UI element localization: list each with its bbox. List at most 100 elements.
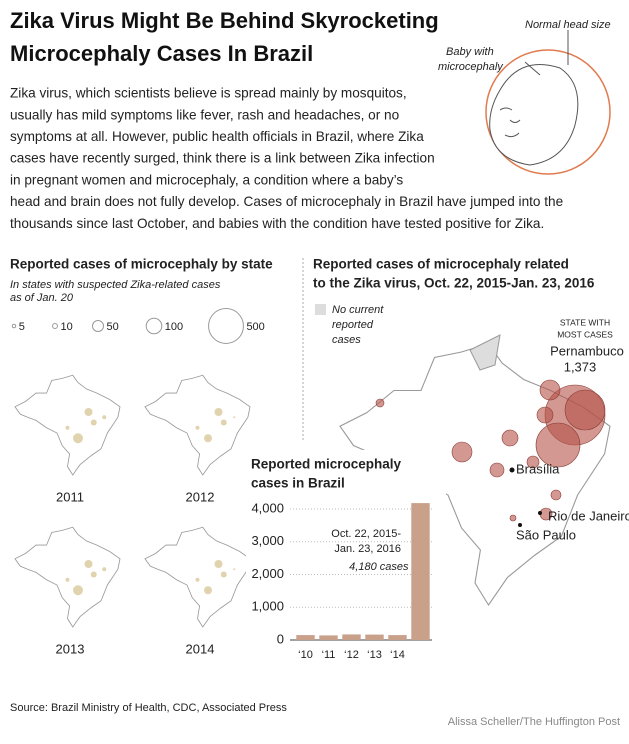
zika-map bbox=[338, 334, 612, 607]
state-bubble bbox=[102, 415, 107, 420]
illustration bbox=[485, 30, 611, 175]
size-circle bbox=[208, 308, 244, 344]
size-circle bbox=[52, 323, 58, 329]
size-legend: 5 10 50 100 500 bbox=[11, 308, 265, 344]
state-bubble bbox=[65, 577, 70, 582]
state-bubble bbox=[65, 425, 70, 430]
state-bubble bbox=[489, 462, 505, 478]
intro-line: in pregnant women and microcephaly, a co… bbox=[10, 172, 403, 187]
map-annotation: MOST CASES bbox=[557, 329, 613, 339]
year-label: 2014 bbox=[186, 641, 215, 656]
state-bubble bbox=[84, 560, 93, 568]
size-label: 10 bbox=[60, 321, 72, 333]
intro-line: cases have recently surged, think there … bbox=[10, 151, 435, 166]
x-tick-label: ‘11 bbox=[322, 649, 336, 661]
bar bbox=[296, 635, 315, 640]
panel-title: Reported cases of microcephaly related bbox=[313, 257, 569, 272]
value-label: 4,180 cases bbox=[349, 561, 409, 573]
state-bubble bbox=[526, 455, 540, 469]
city-dot bbox=[518, 523, 522, 527]
state-bubble bbox=[73, 433, 83, 444]
x-tick-label: ‘14 bbox=[390, 649, 405, 661]
bar bbox=[411, 503, 430, 640]
legend-label: cases bbox=[332, 334, 361, 346]
source: Source: Brazil Ministry of Health, CDC, … bbox=[10, 702, 287, 714]
city-dot bbox=[538, 511, 542, 515]
y-tick-label: 3,000 bbox=[251, 533, 284, 548]
small-map bbox=[14, 374, 121, 476]
bar bbox=[319, 635, 338, 640]
y-tick-label: 2,000 bbox=[251, 566, 284, 581]
bar bbox=[342, 634, 361, 640]
size-label: 100 bbox=[165, 321, 183, 333]
chart-title: cases in Brazil bbox=[251, 476, 345, 491]
baby-face bbox=[499, 107, 521, 138]
bar-chart: 0 1,000 2,000 3,000 4,000 ‘10 ‘11 ‘12 ‘13 ‘14 4,18… bbox=[251, 500, 432, 661]
state-bubble bbox=[451, 441, 473, 463]
state-bubble bbox=[195, 577, 200, 582]
state-bubble bbox=[535, 422, 581, 468]
state-bubble bbox=[195, 425, 200, 430]
map-annotation: Pernambuco bbox=[550, 343, 624, 358]
pointer bbox=[524, 61, 541, 76]
intro-line: head and brain does not fully develop. C… bbox=[10, 194, 563, 209]
state-bubble bbox=[214, 560, 223, 568]
panel-subtitle: In states with suspected Zika-related ca… bbox=[10, 279, 221, 291]
map-annotation: 1,373 bbox=[564, 359, 597, 374]
year-label: 2013 bbox=[56, 641, 85, 656]
state-bubble bbox=[233, 568, 236, 571]
state-bubble bbox=[220, 571, 227, 578]
chart-title: Reported microcephaly bbox=[251, 457, 402, 472]
baby-head bbox=[489, 64, 579, 166]
state-bubble bbox=[73, 585, 83, 596]
state-bubble bbox=[539, 379, 561, 401]
intro-line: usually has mild symptoms like fever, ra… bbox=[10, 107, 399, 122]
normal-head bbox=[485, 49, 611, 175]
intro-line: Zika virus, which scientists believe is … bbox=[10, 86, 407, 101]
state-bubble bbox=[204, 586, 212, 595]
annotation: Jan. 23, 2016 bbox=[334, 543, 401, 555]
state-bubble bbox=[102, 567, 107, 572]
state-bubble bbox=[84, 408, 93, 416]
city-label: Brasília bbox=[516, 461, 560, 476]
state-bubble bbox=[204, 434, 212, 443]
small-map bbox=[144, 374, 251, 476]
size-circle bbox=[11, 323, 17, 329]
y-tick-label: 0 bbox=[277, 631, 284, 646]
year-label: 2012 bbox=[186, 489, 215, 504]
state-bubble bbox=[220, 419, 227, 426]
y-tick-label: 4,000 bbox=[251, 500, 284, 515]
credit: Alissa Scheller/The Huffington Post bbox=[448, 716, 620, 728]
size-circle bbox=[91, 319, 105, 333]
state-bubble bbox=[536, 406, 554, 424]
size-label: 5 bbox=[19, 321, 25, 333]
state-bubble bbox=[233, 416, 236, 419]
small-maps: 2011 2012 2013 2014 bbox=[14, 374, 251, 656]
x-tick-label: ‘12 bbox=[344, 649, 359, 661]
no-cases-swatch bbox=[315, 304, 326, 315]
state-bubble bbox=[214, 408, 223, 416]
map-annotation: STATE WITH bbox=[560, 317, 610, 327]
legend-label: No current bbox=[332, 304, 384, 316]
intro: Zika virus, which scientists believe is … bbox=[10, 86, 563, 231]
state-bubble bbox=[375, 398, 385, 408]
intro-line: thousands since last October, and babies… bbox=[10, 216, 544, 231]
size-circle bbox=[145, 317, 163, 335]
small-map bbox=[144, 526, 251, 628]
title: Zika Virus Might Be Behind Skyrocketing bbox=[10, 8, 439, 33]
year-label: 2011 bbox=[56, 489, 84, 504]
city-dot bbox=[509, 467, 515, 473]
city-label: São Paulo bbox=[516, 527, 576, 542]
panel-title: to the Zika virus, Oct. 22, 2015-Jan. 23… bbox=[313, 276, 595, 291]
state-bubble bbox=[501, 429, 519, 447]
state-bubble bbox=[90, 571, 97, 578]
title: Microcephaly Cases In Brazil bbox=[10, 41, 313, 66]
small-map bbox=[14, 526, 121, 628]
state-bubble bbox=[564, 389, 606, 431]
state-bubble bbox=[550, 489, 562, 501]
illustration-label: Baby with bbox=[446, 46, 494, 58]
state-bubble bbox=[90, 419, 97, 426]
size-label: 500 bbox=[246, 321, 264, 333]
bar bbox=[365, 634, 384, 640]
